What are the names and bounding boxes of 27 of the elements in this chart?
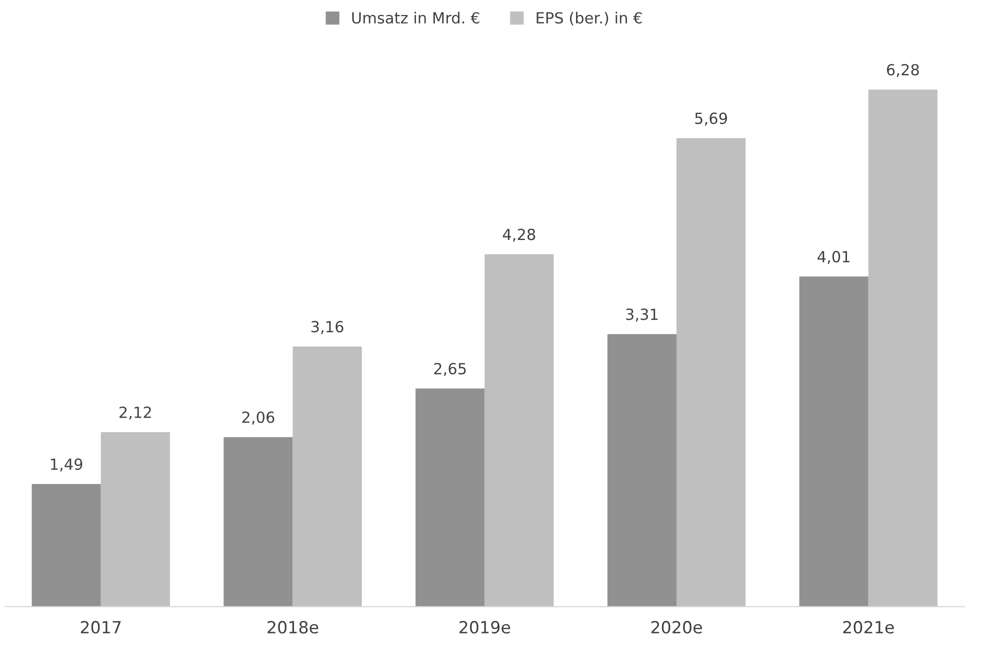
data-label: 5,69 (695, 112, 727, 126)
bar (799, 276, 868, 607)
x-tick-label: 2020e (651, 620, 702, 634)
data-label: 2,65 (434, 362, 466, 376)
x-tick-label: 2021e (843, 620, 894, 634)
bar (292, 346, 362, 607)
x-tick-label: 2018e (268, 620, 318, 634)
bar (484, 254, 554, 607)
data-label: 6,28 (886, 64, 919, 78)
legend-label: Umsatz in Mrd. € (352, 12, 480, 24)
data-label: 3,31 (626, 308, 658, 322)
x-tick-label: 2017 (80, 620, 121, 634)
bar (224, 437, 293, 607)
x-tick-label: 2019e (460, 620, 510, 634)
data-label: 3,16 (311, 320, 344, 334)
bar (32, 484, 101, 607)
bar (416, 388, 485, 607)
bar (607, 334, 676, 607)
bar (868, 90, 938, 607)
data-label: 2,06 (242, 411, 274, 425)
data-label: 2,12 (120, 406, 151, 420)
legend-label: EPS (ber.) in € (536, 12, 642, 26)
data-label: 4,01 (818, 250, 850, 264)
data-label: 4,28 (502, 228, 536, 242)
bar (100, 432, 170, 607)
bar (676, 138, 746, 607)
data-label: 1,49 (50, 458, 82, 472)
